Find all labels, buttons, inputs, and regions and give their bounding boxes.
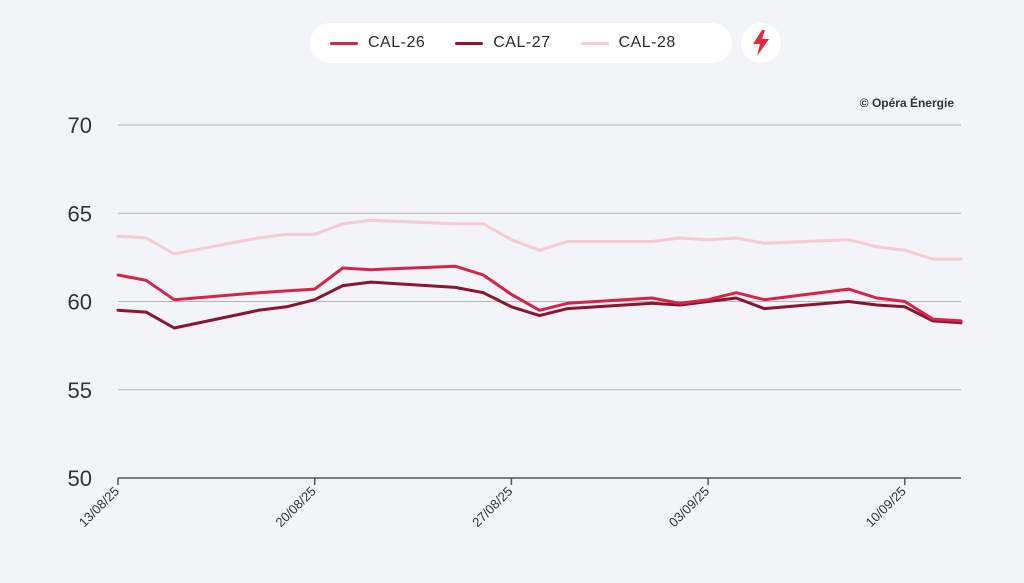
series-line-cal-26[interactable] [116, 264, 963, 323]
legend-swatch-cal-27 [455, 41, 484, 45]
y-tick-label: 50 [68, 466, 92, 491]
legend-swatch-cal-26 [330, 41, 358, 45]
x-tick-label: 03/09/25 [666, 484, 712, 530]
energy-type-button[interactable] [741, 23, 781, 63]
legend-item-cal-28[interactable]: CAL-28 [580, 34, 676, 52]
legend: CAL-26 CAL-27 CAL-28 [310, 23, 732, 63]
y-tick-label: 55 [68, 378, 92, 403]
y-tick-label: 60 [68, 290, 92, 315]
legend-label-cal-26: CAL-26 [368, 34, 426, 51]
series-line-cal-28[interactable] [116, 218, 963, 261]
x-tick-label: 10/09/25 [863, 484, 909, 530]
y-tick-label: 65 [68, 201, 92, 226]
legend-label-cal-28: CAL-28 [618, 34, 676, 51]
series-line-cal-27[interactable] [116, 280, 963, 330]
copyright-text: © Opéra Énergie [859, 96, 954, 110]
legend-item-cal-27[interactable]: CAL-27 [455, 34, 550, 52]
series-lines [116, 218, 963, 330]
grid-lines [118, 124, 961, 479]
x-tick-label: 20/08/25 [272, 484, 318, 530]
x-tick-label: 27/08/25 [469, 484, 515, 530]
legend-swatch-cal-28 [580, 41, 609, 45]
lightning-bolt-icon [753, 30, 769, 56]
legend-item-cal-26[interactable]: CAL-26 [330, 34, 425, 52]
x-axis: 13/08/25 20/08/25 27/08/25 03/09/25 10/09/25 [76, 478, 909, 530]
legend-label-cal-27: CAL-27 [493, 34, 551, 51]
y-axis: 50 55 60 65 70 [68, 113, 92, 491]
y-tick-label: 70 [68, 113, 92, 138]
